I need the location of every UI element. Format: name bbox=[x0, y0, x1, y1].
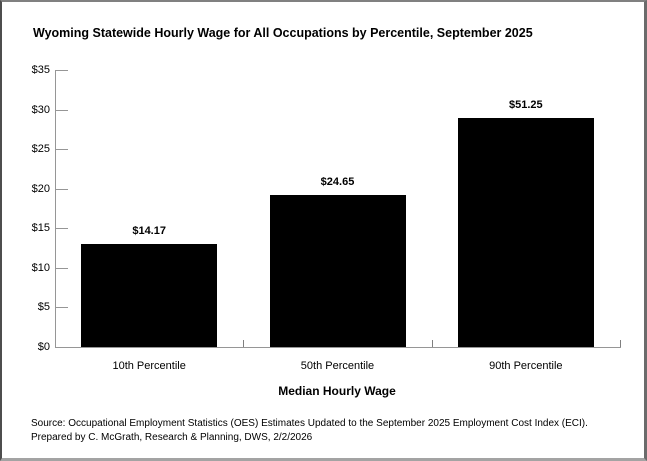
bar-10th-percentile bbox=[81, 243, 218, 347]
y-tick-label: $5 bbox=[37, 301, 50, 314]
y-axis-tick bbox=[56, 70, 68, 71]
bar-90th-percentile bbox=[457, 117, 594, 347]
y-tick-label: $0 bbox=[37, 341, 50, 353]
source-line-2: Prepared by C. McGrath, Research & Plann… bbox=[31, 431, 313, 443]
source-line-1: Source: Occupational Employment Statisti… bbox=[31, 418, 588, 429]
y-axis-tick bbox=[56, 228, 68, 230]
x-axis-tick bbox=[431, 340, 433, 347]
y-axis-tick bbox=[56, 267, 68, 269]
x-category-label: 50th Percentile bbox=[300, 360, 375, 372]
y-tick-label: $30 bbox=[31, 103, 50, 116]
x-axis-tick bbox=[620, 340, 621, 347]
y-tick-label: $25 bbox=[31, 143, 50, 156]
y-tick-label: $10 bbox=[31, 261, 50, 274]
bar-value-label: $14.17 bbox=[132, 224, 166, 237]
x-axis-line bbox=[55, 347, 621, 348]
y-axis-tick bbox=[56, 109, 68, 111]
y-tick-label: $35 bbox=[31, 64, 50, 76]
y-axis-tick bbox=[56, 188, 68, 190]
y-tick-label: $15 bbox=[31, 222, 50, 235]
x-category-label: 90th Percentile bbox=[489, 360, 563, 372]
y-axis-tick bbox=[56, 149, 68, 151]
bar-50th-percentile bbox=[269, 195, 406, 347]
bar-value-label: $51.25 bbox=[509, 98, 543, 111]
source-note: Source: Occupational Employment Statisti… bbox=[31, 417, 631, 444]
chart-title: Wyoming Statewide Hourly Wage for All Oc… bbox=[33, 26, 533, 40]
x-axis-title: Median Hourly Wage bbox=[278, 384, 396, 398]
y-axis-tick bbox=[56, 307, 68, 309]
x-category-label: 10th Percentile bbox=[112, 360, 186, 372]
y-axis-line bbox=[55, 70, 56, 347]
bar-value-label: $24.65 bbox=[320, 176, 355, 189]
y-tick-label: $20 bbox=[31, 182, 50, 195]
x-axis-tick bbox=[243, 340, 245, 347]
